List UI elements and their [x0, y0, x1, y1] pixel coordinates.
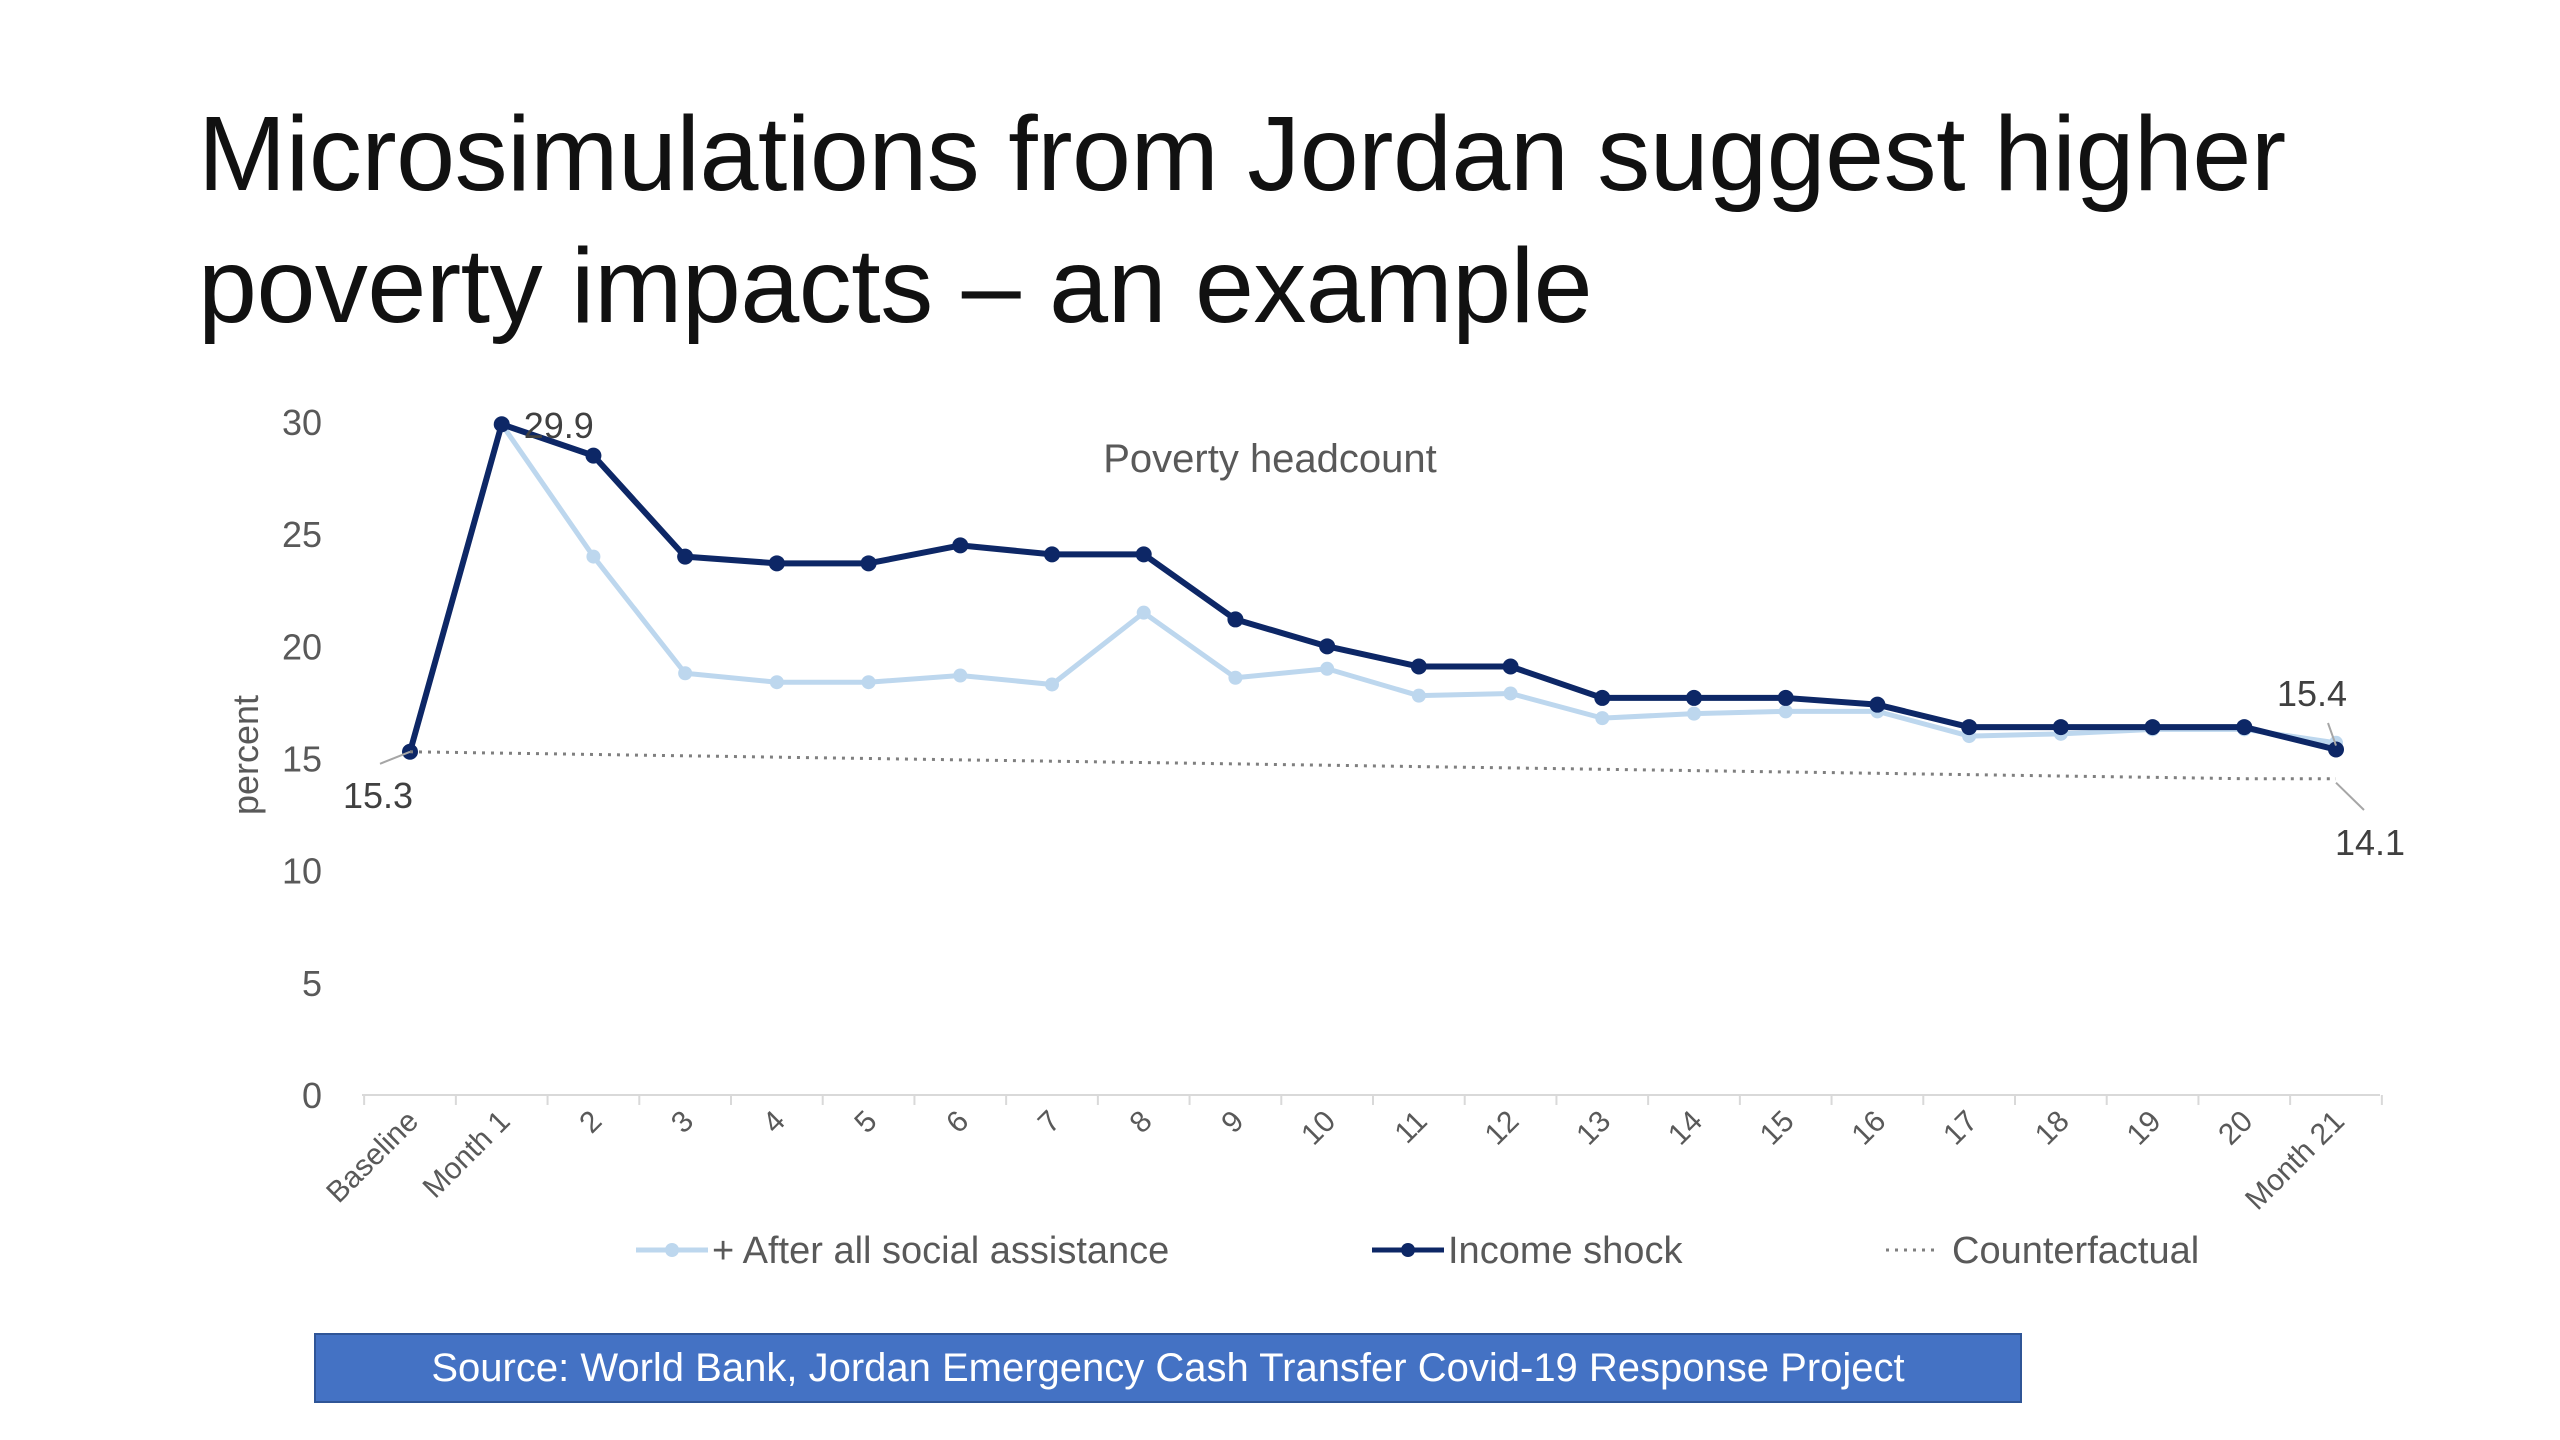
x-tick-label: 4: [757, 1105, 792, 1140]
income-shock-point: [2052, 719, 2069, 736]
x-tick-label: 17: [1937, 1105, 1984, 1152]
x-tick-label: 14: [1662, 1105, 1709, 1152]
x-tick-label: 11: [1388, 1105, 1433, 1150]
data-label: 14.1: [2335, 822, 2405, 863]
income-shock-point: [493, 416, 510, 433]
x-tick-label: 18: [2029, 1105, 2076, 1152]
series-line-counterfactual: [409, 750, 2336, 781]
x-tick-label: 12: [1479, 1105, 1526, 1152]
income-shock-point: [1044, 546, 1060, 563]
after-assistance-point: [678, 666, 693, 681]
after-assistance-point: [1045, 677, 1059, 692]
y-tick-label: 15: [282, 739, 322, 780]
income-shock-point: [1502, 658, 1519, 675]
income-shock-point: [1777, 689, 1794, 706]
x-tick-label: Month 21: [2239, 1105, 2351, 1217]
after-assistance-point: [586, 549, 601, 564]
income-shock-point: [1319, 638, 1336, 655]
x-tick-label: 5: [848, 1105, 883, 1140]
series-line-income-shock: [407, 421, 2337, 753]
income-shock-point: [2328, 741, 2344, 758]
income-shock-point: [1227, 611, 1244, 628]
y-tick-label: 10: [282, 851, 322, 892]
x-tick-label: 7: [1032, 1105, 1067, 1140]
legend-item-income-shock: Income shock: [1372, 1230, 1683, 1272]
legend-label: + After all social assistance: [712, 1230, 1169, 1272]
after-assistance-point: [1687, 706, 1701, 721]
data-labels: 29.9 15.3 15.4 14.1: [343, 405, 2405, 863]
x-tick-label: 6: [940, 1105, 975, 1140]
slide-title-line-2: poverty impacts – an example: [198, 227, 1593, 345]
legend-label: Counterfactual: [1952, 1230, 2199, 1272]
slide-title: Microsimulations from Jordan suggest hig…: [198, 88, 2448, 352]
x-tick-label: 10: [1295, 1105, 1342, 1152]
series-line-after-assistance: [407, 421, 2337, 753]
after-assistance-point: [1778, 704, 1793, 719]
income-shock-point: [1410, 658, 1427, 675]
y-tick-label: 5: [302, 963, 322, 1004]
x-tick-label: 15: [1754, 1105, 1801, 1152]
y-tick-label: 20: [282, 626, 322, 667]
x-tick-label: 2: [573, 1105, 608, 1140]
y-tick-label: 30: [282, 402, 322, 443]
legend-label: Income shock: [1448, 1230, 1683, 1272]
after-assistance-point: [769, 675, 784, 690]
after-assistance-point: [1411, 688, 1426, 703]
x-tick-label: 9: [1215, 1105, 1250, 1140]
after-assistance-point: [1320, 661, 1335, 676]
data-label: 15.4: [2277, 673, 2347, 714]
after-assistance-point: [861, 675, 876, 690]
income-shock-point: [2236, 719, 2253, 736]
data-label: 15.3: [343, 775, 413, 816]
income-shock-point: [585, 447, 602, 464]
x-tick-label: 13: [1570, 1105, 1617, 1152]
data-label: 29.9: [524, 405, 594, 446]
income-shock-point: [860, 555, 877, 572]
slide-title-line-1: Microsimulations from Jordan suggest hig…: [198, 95, 2286, 213]
after-assistance-point: [1136, 605, 1151, 620]
data-label-leader: [2327, 722, 2337, 746]
after-assistance-point: [1595, 711, 1610, 726]
income-shock-point: [1686, 689, 1702, 706]
x-tick-label: Month 1: [417, 1105, 517, 1205]
income-shock-point: [1594, 689, 1611, 706]
legend-item-after-assistance: + After all social assistance: [636, 1230, 1169, 1272]
after-assistance-point: [1228, 670, 1243, 685]
chart-title: Poverty headcount: [1103, 437, 1437, 481]
data-label-leader: [379, 750, 411, 765]
income-shock-point: [2144, 719, 2161, 736]
income-shock-point: [677, 548, 694, 565]
after-assistance-point: [1503, 686, 1518, 701]
income-shock-point: [1961, 719, 1978, 736]
source-banner: Source: World Bank, Jordan Emergency Cas…: [314, 1333, 2022, 1403]
y-axis-label: percent: [225, 695, 266, 815]
x-tick-label: 8: [1124, 1105, 1159, 1140]
after-assistance-point: [953, 668, 968, 683]
legend-marker: [1401, 1243, 1415, 1257]
income-shock-point: [1135, 546, 1152, 563]
x-tick-label: 20: [2212, 1105, 2259, 1152]
legend-item-counterfactual: Counterfactual: [1886, 1230, 2199, 1272]
y-tick-label: 0: [302, 1075, 322, 1116]
y-tick-label: 25: [282, 514, 322, 555]
series-layer: [402, 416, 2344, 781]
y-axis-ticks: 0 5 10 15 20 25 30: [282, 402, 322, 1116]
x-tick-label: 16: [1845, 1105, 1892, 1152]
data-label-leader: [2335, 781, 2365, 811]
legend-marker: [665, 1243, 679, 1257]
x-tick-label: Baseline: [320, 1105, 425, 1210]
x-tick-label: 3: [665, 1105, 700, 1140]
chart-legend: + After all social assistance Income shoc…: [636, 1230, 2199, 1272]
income-shock-point: [952, 537, 969, 554]
income-shock-point: [768, 555, 785, 572]
x-tick-label: 19: [2121, 1105, 2168, 1152]
income-shock-point: [1869, 696, 1886, 713]
